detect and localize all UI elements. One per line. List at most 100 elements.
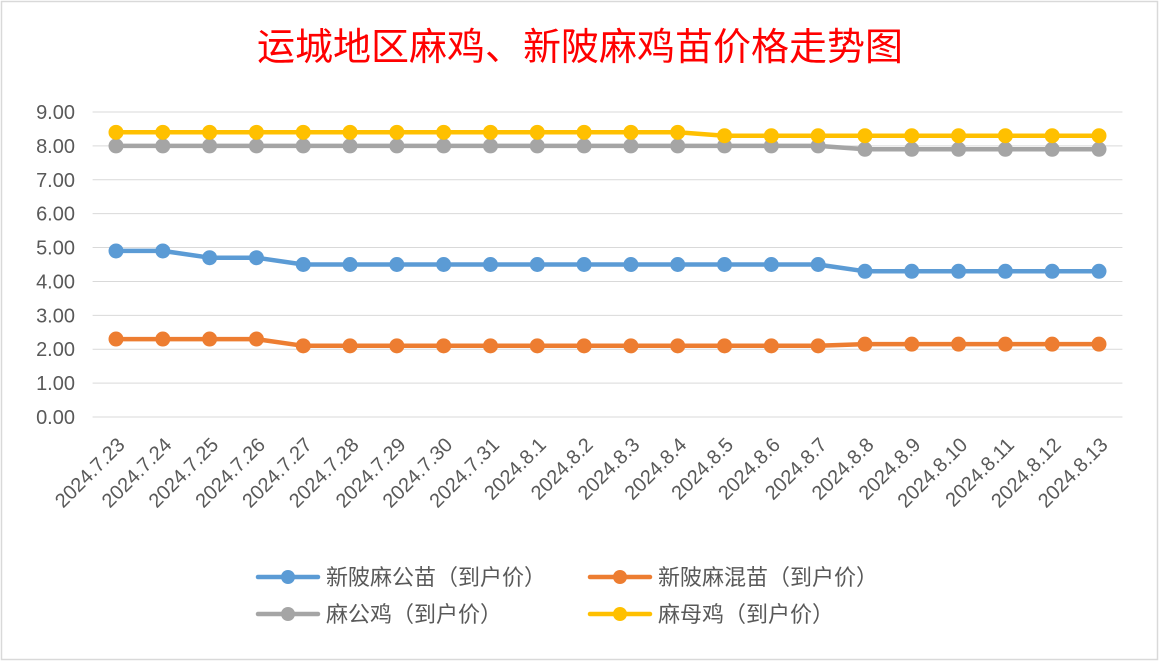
data-point [670, 338, 686, 354]
y-tick-label: 1.00 [36, 373, 75, 395]
data-point [248, 138, 264, 154]
data-point [857, 263, 873, 279]
y-tick-label: 5.00 [36, 238, 75, 260]
data-point [1044, 336, 1060, 352]
data-point [389, 257, 405, 272]
data-point [342, 138, 358, 154]
data-point [576, 257, 592, 272]
data-point [529, 338, 545, 354]
series-line [113, 248, 1102, 274]
data-point [389, 338, 405, 354]
series-3 [108, 138, 1107, 157]
legend-item[interactable]: 新陂麻混苗（到户价） [587, 566, 878, 591]
data-point [857, 128, 873, 144]
data-point [202, 250, 218, 266]
data-point [248, 250, 264, 266]
legend-marker [613, 570, 627, 584]
data-point [904, 263, 920, 279]
data-point [295, 338, 311, 354]
data-point [108, 138, 124, 154]
y-tick-label: 6.00 [36, 204, 75, 226]
data-point [248, 124, 264, 140]
data-point [1044, 128, 1060, 144]
data-point [436, 257, 452, 272]
data-point [108, 331, 124, 347]
data-point [1091, 141, 1107, 157]
data-point [389, 124, 405, 140]
data-point [436, 124, 452, 140]
data-point [857, 336, 873, 352]
series-lines [108, 124, 1107, 354]
data-point [857, 141, 873, 157]
data-point [342, 338, 358, 354]
data-point [951, 336, 967, 352]
legend-label: 麻公鸡（到户价） [326, 603, 502, 628]
data-point [529, 138, 545, 154]
data-point [717, 338, 733, 354]
data-point [904, 128, 920, 144]
data-point [670, 257, 686, 272]
series-2 [108, 331, 1107, 354]
data-point [342, 124, 358, 140]
data-point [482, 257, 498, 272]
data-point [1044, 263, 1060, 279]
data-point [717, 257, 733, 272]
data-point [670, 138, 686, 154]
chart-title: 运城地区麻鸡、新陂麻鸡苗价格走势图 [257, 25, 903, 69]
data-point [1044, 141, 1060, 157]
data-point [717, 128, 733, 144]
data-point [951, 263, 967, 279]
data-point [623, 257, 639, 272]
data-point [529, 257, 545, 272]
legend-marker [281, 570, 295, 584]
series-line [113, 336, 1102, 349]
y-tick-label: 4.00 [36, 271, 75, 293]
data-point [997, 128, 1013, 144]
series-line [113, 130, 1102, 138]
data-point [576, 138, 592, 154]
data-point [529, 124, 545, 140]
data-point [810, 257, 826, 272]
y-tick-label: 9.00 [36, 102, 75, 124]
series-line [113, 143, 1102, 152]
data-point [295, 138, 311, 154]
data-point [436, 138, 452, 154]
data-point [155, 243, 171, 259]
data-point [810, 338, 826, 354]
legend-item[interactable]: 新陂麻公苗（到户价） [255, 566, 546, 591]
y-tick-label: 3.00 [36, 305, 75, 327]
legend-label: 麻母鸡（到户价） [658, 603, 834, 628]
data-point [155, 331, 171, 347]
y-tick-label: 0.00 [36, 407, 75, 429]
data-point [202, 331, 218, 347]
data-point [951, 128, 967, 144]
data-point [763, 338, 779, 354]
data-point [108, 124, 124, 140]
data-point [389, 138, 405, 154]
data-point [295, 124, 311, 140]
data-point [951, 141, 967, 157]
y-tick-label: 7.00 [36, 170, 75, 192]
data-point [997, 263, 1013, 279]
data-point [623, 338, 639, 354]
data-point [904, 141, 920, 157]
y-tick-label: 2.00 [36, 339, 75, 361]
series-4 [108, 124, 1107, 144]
data-point [1091, 263, 1107, 279]
legend-item[interactable]: 麻母鸡（到户价） [587, 603, 834, 628]
data-point [997, 141, 1013, 157]
data-point [763, 257, 779, 272]
data-point [248, 331, 264, 347]
legend-item[interactable]: 麻公鸡（到户价） [255, 603, 502, 628]
legend-label: 新陂麻混苗（到户价） [658, 566, 878, 591]
data-point [1091, 336, 1107, 352]
data-point [482, 138, 498, 154]
data-point [576, 124, 592, 140]
data-point [623, 124, 639, 140]
data-point [997, 336, 1013, 352]
data-point [810, 128, 826, 144]
legend-label: 新陂麻公苗（到户价） [326, 566, 546, 591]
data-point [763, 128, 779, 144]
